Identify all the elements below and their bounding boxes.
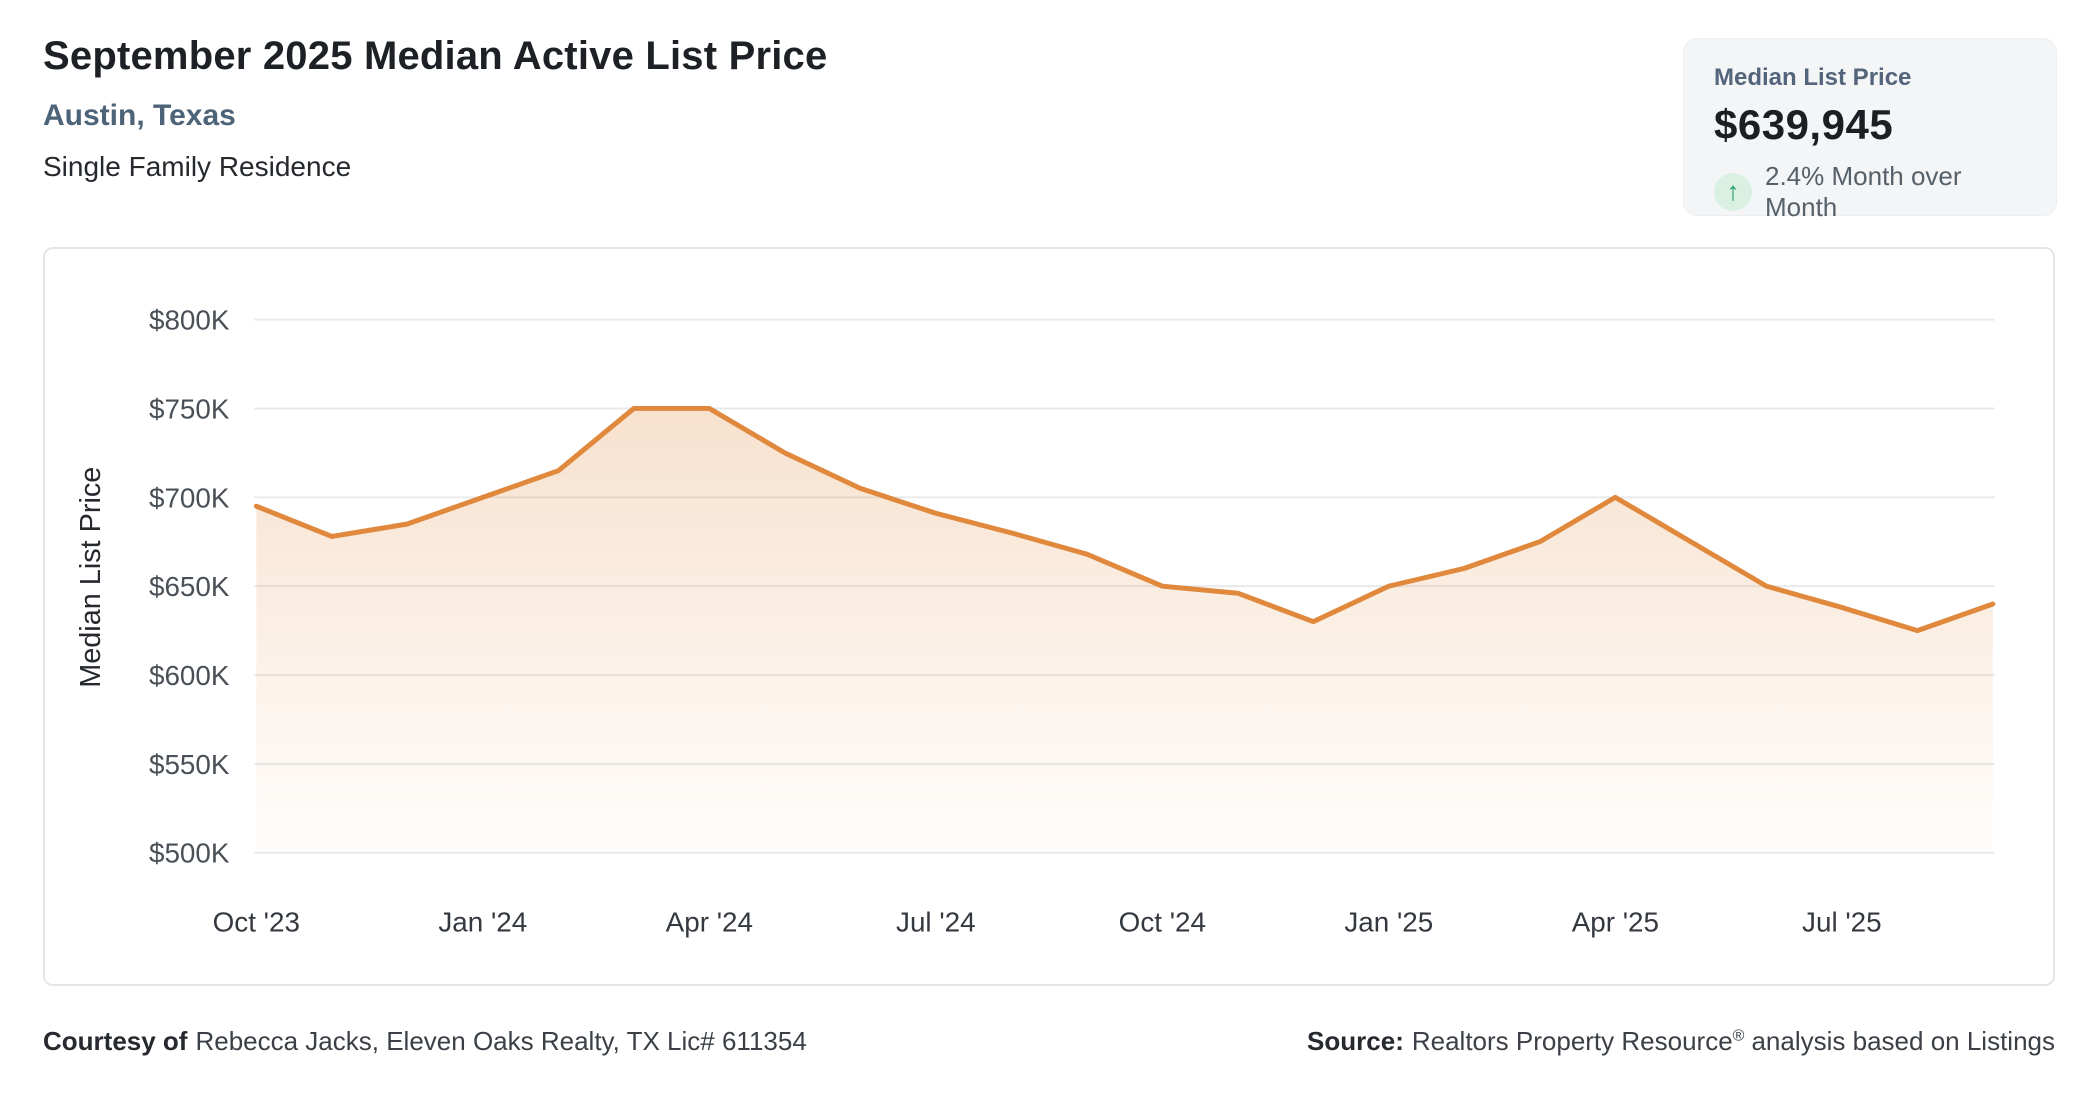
svg-text:$700K: $700K — [149, 482, 230, 513]
courtesy-note: Courtesy of Rebecca Jacks, Eleven Oaks Re… — [43, 1026, 807, 1057]
source-tail: analysis based on Listings — [1751, 1026, 2055, 1056]
svg-text:$800K: $800K — [149, 305, 230, 336]
median-list-price-card: Median List Price $639,945 ↑ 2.4% Month … — [1683, 38, 2057, 222]
svg-text:$500K: $500K — [149, 838, 230, 869]
svg-text:Apr '25: Apr '25 — [1572, 906, 1659, 937]
price-trend-chart[interactable]: $800K $750K $700K $650K $600K $550K $500K Oct '… — [45, 249, 2053, 984]
source-note: Source: Realtors Property Resource® analys… — [1307, 1026, 2055, 1057]
stat-card-value: $639,945 — [1714, 101, 1894, 148]
courtesy-text: Rebecca Jacks, Eleven Oaks Realty, TX Li… — [195, 1026, 807, 1056]
stat-card-change-row: ↑ 2.4% Month over Month — [1714, 161, 2026, 223]
svg-text:Jan '25: Jan '25 — [1344, 906, 1433, 937]
svg-text:$600K: $600K — [149, 660, 230, 691]
svg-text:Oct '23: Oct '23 — [213, 906, 300, 937]
stat-card-label: Median List Price — [1714, 64, 1912, 91]
up-arrow-icon: ↑ — [1714, 173, 1752, 211]
month-over-month-text: 2.4% Month over Month — [1765, 161, 1962, 222]
source-prefix: Source: — [1307, 1026, 1404, 1056]
courtesy-prefix: Courtesy of — [43, 1026, 188, 1056]
svg-text:Apr '24: Apr '24 — [666, 906, 753, 937]
svg-text:$550K: $550K — [149, 749, 230, 780]
source-text: Realtors Property Resource — [1411, 1026, 1733, 1056]
registered-mark: ® — [1732, 1027, 1745, 1045]
svg-text:$650K: $650K — [149, 571, 230, 602]
svg-text:Jul '24: Jul '24 — [896, 906, 976, 937]
location-subtitle: Austin, Texas — [43, 99, 236, 132]
chart-panel: $800K $750K $700K $650K $600K $550K $500K Oct '… — [43, 247, 2055, 986]
svg-text:Jul '25: Jul '25 — [1802, 906, 1882, 937]
svg-text:$750K: $750K — [149, 393, 230, 424]
svg-text:Oct '24: Oct '24 — [1119, 906, 1206, 937]
report-footer: Courtesy of Rebecca Jacks, Eleven Oaks Re… — [43, 1026, 2055, 1057]
svg-text:Jan '24: Jan '24 — [438, 906, 527, 937]
report-header: September 2025 Median Active List Price … — [43, 34, 1643, 183]
page-title: September 2025 Median Active List Price — [43, 34, 828, 78]
property-type-subtitle: Single Family Residence — [43, 151, 352, 182]
svg-text:Median List Price: Median List Price — [75, 467, 107, 688]
